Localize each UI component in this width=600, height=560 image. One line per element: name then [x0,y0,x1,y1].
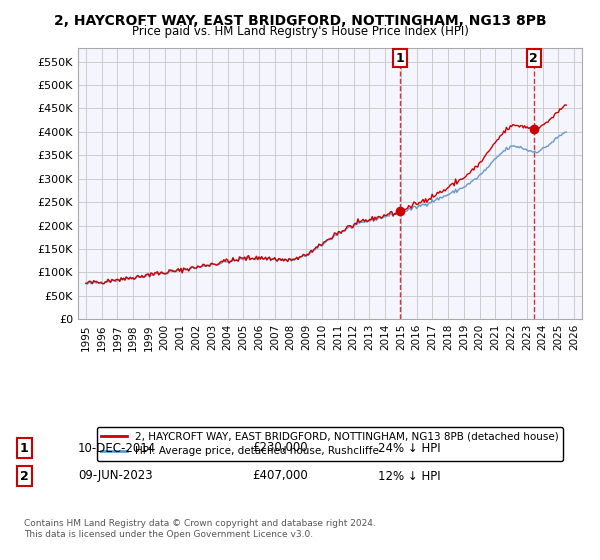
Text: 10-DEC-2014: 10-DEC-2014 [78,441,156,455]
Text: 1: 1 [396,52,404,65]
Text: 2: 2 [529,52,538,65]
Text: 2, HAYCROFT WAY, EAST BRIDGFORD, NOTTINGHAM, NG13 8PB: 2, HAYCROFT WAY, EAST BRIDGFORD, NOTTING… [53,14,547,28]
Text: Price paid vs. HM Land Registry's House Price Index (HPI): Price paid vs. HM Land Registry's House … [131,25,469,38]
Text: 24% ↓ HPI: 24% ↓ HPI [378,441,440,455]
Legend: 2, HAYCROFT WAY, EAST BRIDGFORD, NOTTINGHAM, NG13 8PB (detached house), HPI: Ave: 2, HAYCROFT WAY, EAST BRIDGFORD, NOTTING… [97,427,563,461]
Text: Contains HM Land Registry data © Crown copyright and database right 2024.
This d: Contains HM Land Registry data © Crown c… [24,520,376,539]
Text: £407,000: £407,000 [252,469,308,483]
Text: 1: 1 [20,441,28,455]
Text: 12% ↓ HPI: 12% ↓ HPI [378,469,440,483]
Text: £230,000: £230,000 [252,441,308,455]
Text: 2: 2 [20,469,28,483]
Text: 09-JUN-2023: 09-JUN-2023 [78,469,152,483]
